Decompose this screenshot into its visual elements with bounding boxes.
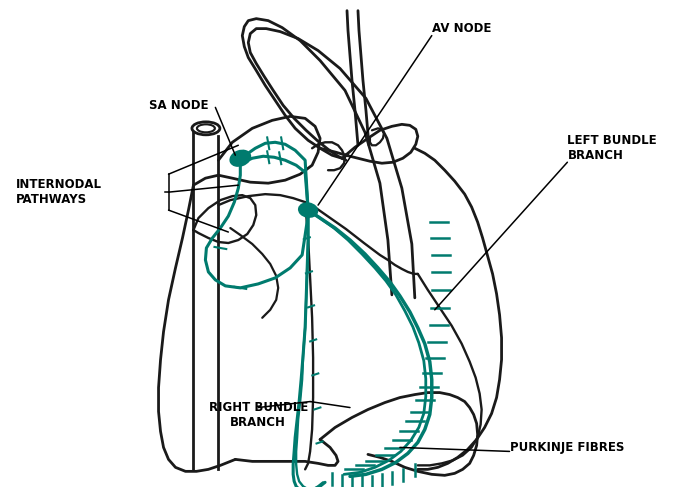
Ellipse shape: [192, 122, 220, 135]
Ellipse shape: [299, 203, 317, 217]
Ellipse shape: [197, 124, 215, 132]
Text: RIGHT BUNDLE
BRANCH: RIGHT BUNDLE BRANCH: [209, 401, 308, 428]
Text: LEFT BUNDLE
BRANCH: LEFT BUNDLE BRANCH: [568, 134, 657, 163]
Text: AV NODE: AV NODE: [432, 22, 491, 35]
Ellipse shape: [230, 151, 250, 165]
Text: INTERNODAL
PATHWAYS: INTERNODAL PATHWAYS: [16, 178, 102, 206]
Text: PURKINJE FIBRES: PURKINJE FIBRES: [510, 441, 624, 454]
Text: SA NODE: SA NODE: [148, 99, 208, 112]
